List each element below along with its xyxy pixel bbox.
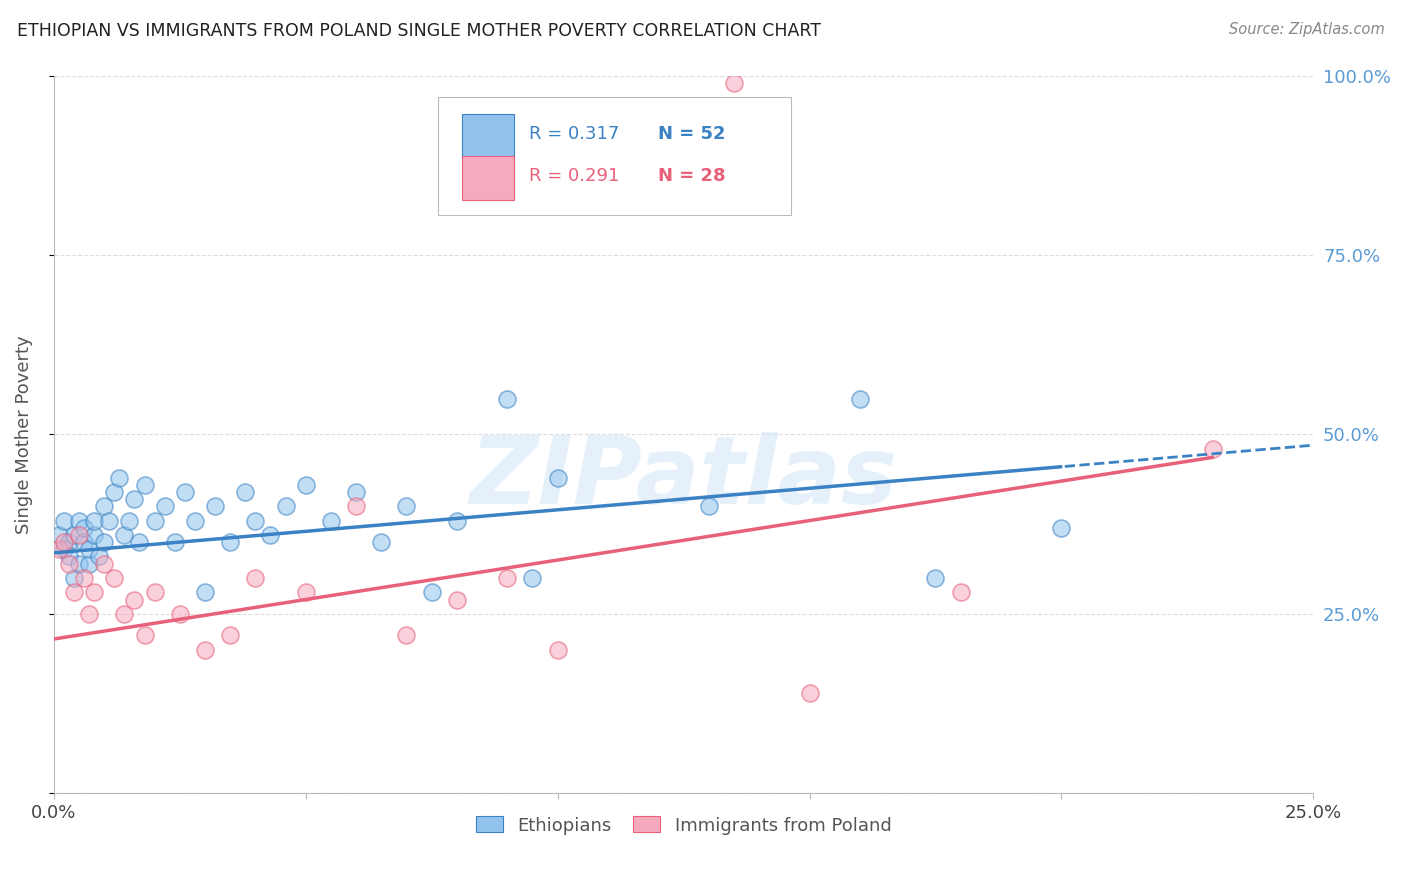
- Point: [124, 491, 146, 506]
- Point: [77, 607, 100, 621]
- Legend: Ethiopians, Immigrants from Poland: Ethiopians, Immigrants from Poland: [475, 816, 891, 835]
- Point: [67, 514, 90, 528]
- Point: [522, 571, 544, 585]
- Point: [169, 607, 191, 621]
- Point: [723, 76, 745, 90]
- Point: [52, 514, 75, 528]
- Point: [48, 542, 70, 557]
- Point: [58, 535, 80, 549]
- Point: [63, 528, 86, 542]
- Point: [219, 535, 242, 549]
- Point: [420, 585, 443, 599]
- Point: [1050, 521, 1073, 535]
- Point: [245, 571, 267, 585]
- Text: R = 0.317: R = 0.317: [529, 126, 619, 144]
- Point: [118, 514, 141, 528]
- Point: [48, 528, 70, 542]
- Point: [294, 585, 316, 599]
- Point: [83, 585, 105, 599]
- Point: [112, 528, 135, 542]
- FancyBboxPatch shape: [437, 97, 790, 216]
- Point: [52, 535, 75, 549]
- Point: [924, 571, 946, 585]
- Point: [153, 500, 176, 514]
- Text: N = 28: N = 28: [658, 167, 725, 185]
- Point: [52, 542, 75, 557]
- Point: [245, 514, 267, 528]
- Point: [103, 571, 125, 585]
- Point: [112, 607, 135, 621]
- Point: [103, 484, 125, 499]
- Point: [849, 392, 872, 406]
- Point: [344, 500, 367, 514]
- Point: [134, 628, 156, 642]
- Point: [98, 514, 121, 528]
- Point: [134, 477, 156, 491]
- Point: [274, 500, 297, 514]
- Point: [446, 514, 468, 528]
- Point: [259, 528, 281, 542]
- Point: [1201, 442, 1223, 456]
- Point: [83, 528, 105, 542]
- Point: [58, 557, 80, 571]
- Point: [547, 470, 569, 484]
- Point: [496, 571, 519, 585]
- Point: [89, 549, 111, 564]
- Point: [204, 500, 226, 514]
- Point: [73, 571, 96, 585]
- Point: [294, 477, 316, 491]
- Point: [370, 535, 392, 549]
- Point: [58, 549, 80, 564]
- Text: N = 52: N = 52: [658, 126, 725, 144]
- Point: [799, 686, 821, 700]
- Point: [128, 535, 150, 549]
- Point: [184, 514, 207, 528]
- Point: [77, 557, 100, 571]
- Point: [395, 500, 418, 514]
- Point: [73, 521, 96, 535]
- Point: [319, 514, 342, 528]
- Point: [93, 557, 115, 571]
- Point: [194, 585, 217, 599]
- Point: [108, 470, 131, 484]
- Point: [233, 484, 256, 499]
- Point: [63, 571, 86, 585]
- Point: [219, 628, 242, 642]
- Text: R = 0.291: R = 0.291: [529, 167, 619, 185]
- FancyBboxPatch shape: [463, 156, 513, 200]
- Text: ETHIOPIAN VS IMMIGRANTS FROM POLAND SINGLE MOTHER POVERTY CORRELATION CHART: ETHIOPIAN VS IMMIGRANTS FROM POLAND SING…: [17, 22, 821, 40]
- Y-axis label: Single Mother Poverty: Single Mother Poverty: [15, 335, 32, 533]
- Point: [124, 592, 146, 607]
- Point: [63, 585, 86, 599]
- Point: [547, 642, 569, 657]
- Point: [344, 484, 367, 499]
- Point: [143, 514, 166, 528]
- Point: [949, 585, 972, 599]
- Point: [163, 535, 186, 549]
- Point: [173, 484, 195, 499]
- Point: [67, 557, 90, 571]
- Point: [93, 535, 115, 549]
- Point: [395, 628, 418, 642]
- Text: ZIPatlas: ZIPatlas: [470, 432, 897, 524]
- Point: [83, 514, 105, 528]
- Point: [73, 535, 96, 549]
- Point: [697, 500, 720, 514]
- FancyBboxPatch shape: [463, 114, 513, 158]
- Text: Source: ZipAtlas.com: Source: ZipAtlas.com: [1229, 22, 1385, 37]
- Point: [143, 585, 166, 599]
- Point: [67, 528, 90, 542]
- Point: [496, 392, 519, 406]
- Point: [446, 592, 468, 607]
- Point: [93, 500, 115, 514]
- Point: [77, 542, 100, 557]
- Point: [194, 642, 217, 657]
